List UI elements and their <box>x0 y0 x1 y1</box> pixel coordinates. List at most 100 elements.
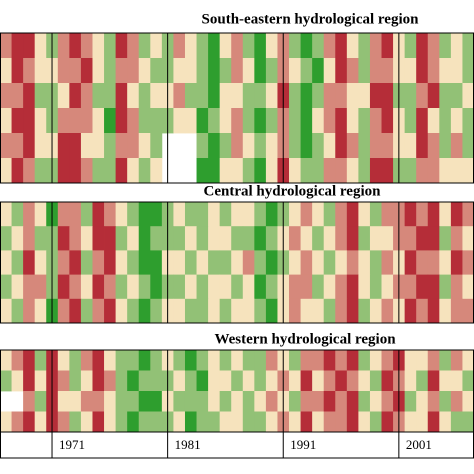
heatmap-cell <box>115 274 128 300</box>
heatmap-cell <box>0 226 12 251</box>
heatmap-cell <box>346 250 359 275</box>
heatmap-cell <box>439 370 452 392</box>
heatmap-cell <box>369 411 382 433</box>
overlay: 1971 1981 1991 2001 <box>0 32 474 459</box>
heatmap-cell <box>34 58 47 84</box>
heatmap-cell <box>104 391 117 412</box>
heatmap-cell <box>416 202 429 227</box>
heatmap-cell <box>439 298 452 324</box>
heatmap-cell <box>300 391 313 412</box>
heatmap-cell <box>184 108 197 134</box>
heatmap-cell <box>265 133 278 159</box>
heatmap-cell <box>427 391 440 412</box>
heatmap-cell <box>115 108 128 134</box>
heatmap-cell <box>138 250 151 275</box>
heatmap-cell <box>196 108 209 134</box>
heatmap-cell <box>92 274 105 300</box>
heatmap-cell <box>439 33 452 59</box>
heatmap-cell <box>92 298 105 324</box>
heatmap-cell <box>427 350 440 371</box>
heatmap-cell <box>450 108 463 134</box>
heatmap-cell <box>219 226 232 251</box>
heatmap-cell <box>289 133 301 159</box>
heatmap-cell <box>0 411 12 433</box>
heatmap-cell <box>80 298 93 324</box>
heatmap-cell <box>115 370 128 392</box>
heatmap-cell <box>173 250 186 275</box>
heatmap-cell <box>323 350 336 371</box>
heatmap-cell <box>381 298 394 324</box>
heatmap-cell <box>346 58 359 84</box>
heatmap-cell <box>23 58 36 84</box>
heatmap-cell <box>219 370 232 392</box>
heatmap-cell <box>323 158 336 184</box>
heatmap-cell <box>404 391 417 412</box>
heatmap-cell <box>254 250 267 275</box>
heatmap-cell <box>34 298 47 324</box>
heatmap-cell <box>69 58 82 84</box>
heatmap-cell <box>23 350 36 371</box>
heatmap-cell <box>69 370 82 392</box>
heatmap-cell <box>289 58 301 84</box>
heatmap-cell <box>300 108 313 134</box>
heatmap-cell <box>335 350 348 371</box>
heatmap-cell <box>104 202 117 227</box>
heatmap-cell <box>312 133 325 159</box>
heatmap-cell <box>312 83 325 109</box>
heatmap-cell <box>115 391 128 412</box>
heatmap-cell <box>439 108 452 134</box>
heatmap-cell <box>150 202 163 227</box>
heatmap-cell <box>462 298 474 324</box>
heatmap-cell <box>404 133 417 159</box>
heatmap-cell <box>196 226 209 251</box>
heatmap-cell <box>335 250 348 275</box>
heatmap-cell <box>80 274 93 300</box>
heatmap-cell <box>57 298 70 324</box>
heatmap-cell <box>219 274 232 300</box>
heatmap-cell <box>150 411 163 433</box>
heatmap-cell <box>0 298 12 324</box>
heatmap-cell <box>312 108 325 134</box>
heatmap-cell <box>289 202 301 227</box>
heatmap-cell <box>104 133 117 159</box>
heatmap-cell <box>196 370 209 392</box>
heatmap-cell <box>104 158 117 184</box>
heatmap-cell <box>23 108 36 134</box>
heatmap-cell <box>450 133 463 159</box>
heatmap-cell <box>80 202 93 227</box>
heatmap-cell <box>69 274 82 300</box>
heatmap-cell <box>127 33 140 59</box>
heatmap-cell <box>115 158 128 184</box>
heatmap-cell <box>34 226 47 251</box>
heatmap-cell <box>34 202 47 227</box>
heatmap-cell <box>127 58 140 84</box>
heatmap-cell <box>219 58 232 84</box>
x-tick-label: 2001 <box>406 437 432 452</box>
heatmap-cell <box>300 250 313 275</box>
heatmap-cell <box>242 158 255 184</box>
heatmap-cell <box>23 226 36 251</box>
heatmap-cell <box>57 411 70 433</box>
x-tick-label: 1991 <box>290 437 316 452</box>
heatmap-cell <box>300 298 313 324</box>
heatmap-cell <box>115 133 128 159</box>
heatmap-cell <box>416 108 429 134</box>
heatmap-cell <box>312 226 325 251</box>
heatmap-cell <box>80 411 93 433</box>
heatmap-cell <box>242 133 255 159</box>
heatmap-cell <box>23 391 36 412</box>
heatmap-cell <box>196 133 209 159</box>
heatmap-cell <box>265 108 278 134</box>
heatmap-cell <box>450 350 463 371</box>
heatmap-cell <box>462 83 474 109</box>
heatmap-cell <box>11 226 24 251</box>
heatmap-cell <box>231 108 244 134</box>
heatmap-cell <box>115 202 128 227</box>
heatmap-cell <box>335 370 348 392</box>
heatmap-cell <box>173 411 186 433</box>
heatmap-cell <box>23 411 36 433</box>
heatmap-cell <box>138 226 151 251</box>
heatmap-cell <box>173 350 186 371</box>
heatmap-cell <box>265 58 278 84</box>
heatmap-cell <box>92 58 105 84</box>
